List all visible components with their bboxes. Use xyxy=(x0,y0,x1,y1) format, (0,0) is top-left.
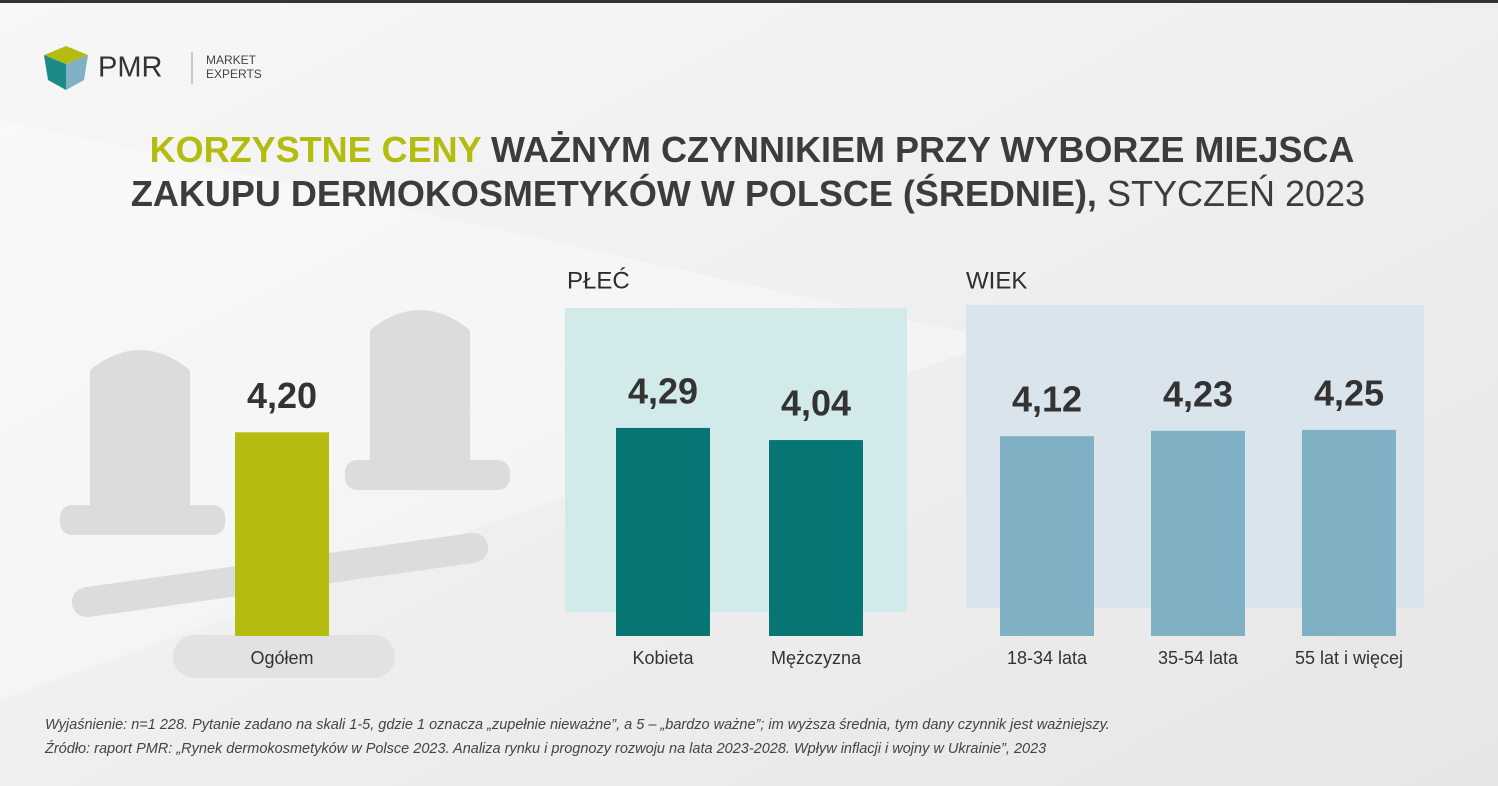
bar xyxy=(616,427,710,636)
title-date: STYCZEŃ 2023 xyxy=(1107,173,1365,214)
bar xyxy=(1151,430,1245,636)
bar xyxy=(769,440,863,636)
category-label: Mężczyzna xyxy=(771,648,862,668)
value-label: 4,29 xyxy=(628,370,698,411)
category-label: 55 lat i więcej xyxy=(1295,648,1403,668)
top-edge xyxy=(0,0,1498,3)
group-title: PŁEĆ xyxy=(567,267,630,294)
note: Źródło: raport PMR: „Rynek dermokosmetyk… xyxy=(44,740,1046,757)
value-label: 4,20 xyxy=(247,375,317,416)
title-main: WAŻNYM CZYNNIKIEM PRZY WYBORZE MIEJSCA xyxy=(491,129,1354,170)
title-line: KORZYSTNE CENY WAŻNYM CZYNNIKIEM PRZY WY… xyxy=(150,129,1355,170)
value-label: 4,04 xyxy=(781,383,851,424)
logo-tagline: EXPERTS xyxy=(206,67,262,81)
category-label: Ogółem xyxy=(250,648,313,668)
category-label: 35-54 lata xyxy=(1158,648,1239,668)
charts: 4,20 Ogółem PŁEĆ 4,29 Kobieta 4,04 Mężczyzna WI… xyxy=(235,267,1403,668)
bar xyxy=(1000,436,1094,636)
logo: PMR MARKET EXPERTS xyxy=(44,46,262,90)
logo-name: PMR xyxy=(98,52,162,84)
title-main: ZAKUPU DERMOKOSMETYKÓW W POLSCE (ŚREDNIE… xyxy=(131,172,1097,214)
title-line: ZAKUPU DERMOKOSMETYKÓW W POLSCE (ŚREDNIE… xyxy=(131,172,1365,214)
note: Wyjaśnienie: n=1 228. Pytanie zadano na … xyxy=(45,717,1110,733)
value-label: 4,25 xyxy=(1314,372,1384,413)
value-label: 4,23 xyxy=(1163,373,1233,414)
bar xyxy=(235,432,329,636)
label-pill xyxy=(173,635,395,678)
value-label: 4,12 xyxy=(1012,379,1082,420)
bar xyxy=(1302,429,1396,636)
category-label: Kobieta xyxy=(632,648,694,668)
logo-tagline: MARKET xyxy=(206,53,257,67)
group-title: WIEK xyxy=(966,267,1027,294)
category-label: 18-34 lata xyxy=(1007,648,1088,668)
title-highlight: KORZYSTNE CENY xyxy=(150,129,482,170)
